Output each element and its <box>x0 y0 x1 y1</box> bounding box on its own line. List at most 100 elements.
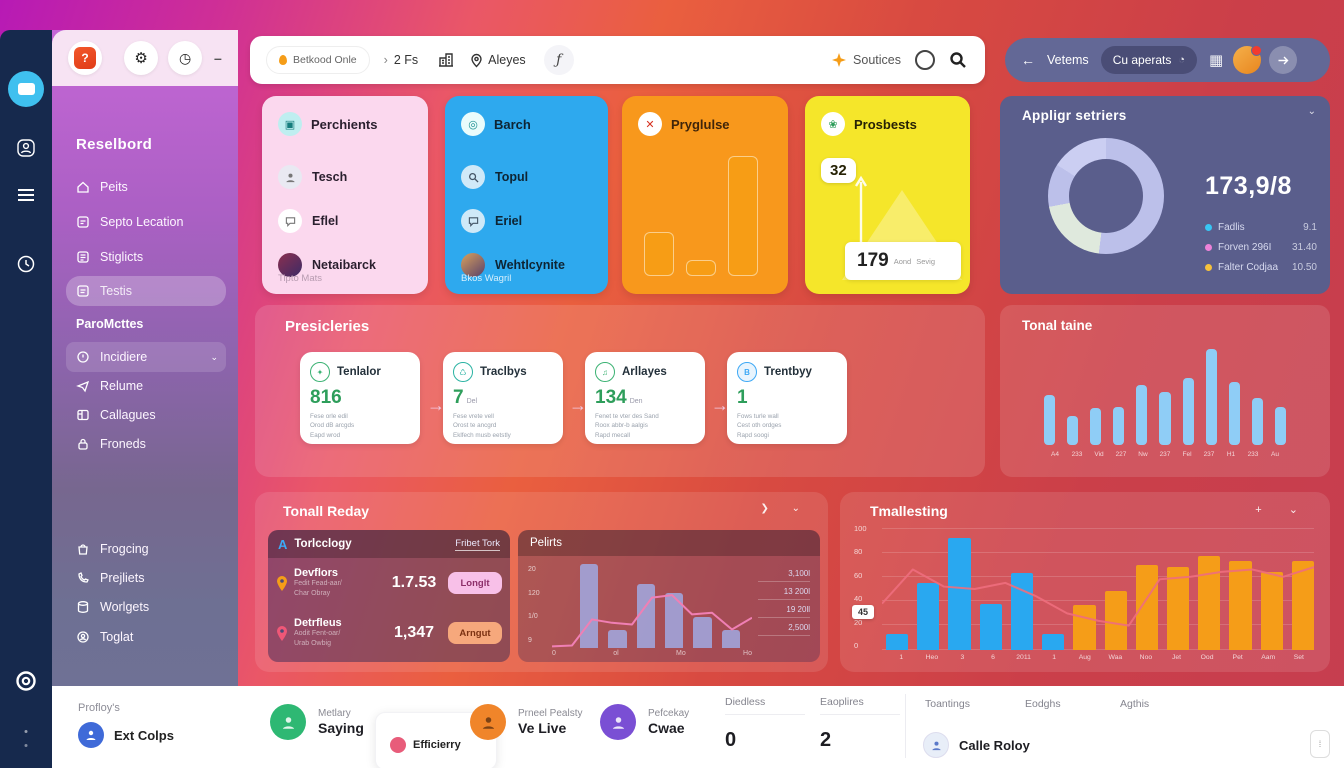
location-selector[interactable]: Aleyes <box>470 53 526 68</box>
sidebar-item-stiglicts[interactable]: Stiglicts <box>66 244 226 270</box>
account-avatar[interactable] <box>1233 45 1263 74</box>
avatar <box>461 253 485 277</box>
search-icon[interactable] <box>949 51 967 69</box>
chevron-down-icon[interactable]: ⌄ <box>1307 106 1316 117</box>
card-footnote: Tipto Mats <box>278 273 322 284</box>
formula-button[interactable]: ƒ <box>543 45 574 75</box>
table-header[interactable]: Eodghs <box>1025 698 1061 710</box>
sidebar-item-frogcing[interactable]: Frogcing <box>66 536 226 562</box>
tonall-reday-panel: Tonall Reday ❯ ⌄ A Torlcclogy Fribet Tor… <box>255 492 828 672</box>
axis-label: Set <box>1293 654 1304 661</box>
profile-arch-icon[interactable] <box>16 138 36 158</box>
person-entry[interactable]: Metlary Saying <box>270 704 364 740</box>
axis-label: 20 <box>528 566 536 573</box>
list-item[interactable]: Tesch <box>278 162 376 192</box>
sources-menu[interactable]: Soutices <box>832 53 901 67</box>
topology-row[interactable]: Devflors Fedit Fead-aar/Char Obray 1.7.53… <box>268 558 510 608</box>
list-item[interactable]: Netaibarck <box>278 250 376 280</box>
bar <box>1042 634 1065 650</box>
current-user[interactable]: Ext Colps <box>78 722 174 748</box>
perchients-card[interactable]: ▣ Perchients Tesch Eflel Netaibarck Tipto… <box>262 96 428 294</box>
top-navigation-bar: Betkood Onle › 2 Fs Aleyes ƒ Soutices <box>250 36 985 84</box>
person-entry[interactable]: Pefcekay Cwae <box>600 704 689 740</box>
stat-card[interactable]: B Trentbyy 1 Fows turle wall Cest oth ordg… <box>727 352 847 444</box>
status-badge[interactable]: Longlt <box>448 572 502 594</box>
send-button[interactable] <box>1269 46 1298 74</box>
user-context-panel: ← Vetems Cu aperats ◔ ▦ <box>1005 38 1330 82</box>
barch-card[interactable]: ◎ Barch Topul Eriel Wehtlcynite Bkos Wagr… <box>445 96 608 294</box>
topology-row[interactable]: Detrfleus Aodit Fent-oar/Urab Owbig 1,347… <box>268 608 510 658</box>
sidebar-item-prejliets[interactable]: Prejliets <box>66 565 226 591</box>
list-item[interactable]: Eriel <box>461 206 565 236</box>
sidebar-item-testis[interactable]: Testis <box>66 276 226 306</box>
prosbests-card[interactable]: ❀ Prosbests 32 179 Aond Sevig <box>805 96 970 294</box>
history-clock-icon[interactable] <box>16 254 36 274</box>
back-arrow-icon[interactable]: ← <box>1021 52 1035 68</box>
x-axis-labels: 0 ol Mo Ho <box>552 650 752 657</box>
fribet-tork-link[interactable]: Fribet Tork <box>455 537 500 551</box>
bar <box>580 564 599 648</box>
list-item[interactable]: Wehtlcynite <box>461 250 565 280</box>
table-header[interactable]: Toantings <box>925 698 970 710</box>
grid-apps-icon[interactable]: ▦ <box>1209 52 1224 69</box>
user-avatar <box>78 722 104 748</box>
chevron-down-icon[interactable]: ⌄ <box>210 351 218 362</box>
bar <box>693 616 712 648</box>
table-row[interactable]: Calle Roloy <box>923 732 1030 758</box>
sidebar-item-peits[interactable]: Peits <box>66 174 226 200</box>
sidebar-item-toglat[interactable]: Toglat <box>66 624 226 650</box>
status-pill[interactable]: Betkood Onle <box>266 46 370 74</box>
bar <box>1166 567 1190 650</box>
list-item[interactable]: Eflel <box>278 206 376 236</box>
axis-label: Waa <box>1108 654 1123 661</box>
stat-card[interactable]: ✦ Tenlalor 816 Fese orle edil Orod dB arcg… <box>300 352 420 444</box>
sidebar-item-relume[interactable]: Relume <box>66 373 226 399</box>
sidebar-item-septo-lecation[interactable]: Septo Lecation <box>66 209 226 235</box>
bar <box>1159 392 1171 445</box>
app-logo-icon[interactable] <box>8 71 44 107</box>
badge-icon: B <box>737 362 757 382</box>
bar <box>1044 395 1056 445</box>
panel-actions[interactable]: + ⌄ <box>1255 504 1310 516</box>
sidebar-item-incidiere[interactable]: Incidiere ⌄ <box>66 342 226 372</box>
list-item[interactable]: Topul <box>461 162 565 192</box>
bar <box>948 537 971 650</box>
phone-icon <box>76 571 90 585</box>
table-header[interactable]: Agthis <box>1120 698 1150 710</box>
settings-button[interactable]: ⚙ <box>124 41 159 75</box>
building-button[interactable] <box>436 50 456 70</box>
axis-label: 9 <box>528 636 532 644</box>
stat-card[interactable]: ♫ Arllayes 134 Den Fenet te vter des Sand R… <box>585 352 705 444</box>
operator-pill[interactable]: Cu aperats ◔ <box>1100 46 1198 74</box>
more-options-button[interactable]: ⁞ <box>1310 730 1330 758</box>
axis-label: 40 <box>854 594 863 604</box>
pryglulse-card[interactable]: ✕ Pryglulse <box>622 96 788 294</box>
panel-nav-icons[interactable]: ❯ ⌄ <box>760 503 810 514</box>
axis-label: 1 <box>899 654 904 661</box>
avatar <box>923 732 949 758</box>
status-circle-icon[interactable] <box>915 50 935 70</box>
x-axis-labels: 1 Heo 3 6 2011 1 Aug Waa Noo Jet Ood Pet Aam Set <box>886 654 1314 661</box>
status-badge[interactable]: Arngut <box>448 622 502 644</box>
total-value: 173,9/8 <box>1205 172 1292 200</box>
timer-button[interactable]: ◷ <box>168 41 203 75</box>
bar <box>686 260 716 276</box>
legend-item: Falter Codjaa 10.50 <box>1205 262 1317 273</box>
sidebar-item-worlgets[interactable]: Worlgets <box>66 594 226 620</box>
person-entry[interactable]: Prneel Pealsty Ve Live <box>470 704 582 740</box>
stat-card[interactable]: ♺ Traclbys 7 Del Fese vrete vell Orost te a… <box>443 352 563 444</box>
record-target-icon[interactable] <box>15 670 37 692</box>
bar <box>1260 571 1283 650</box>
line-series <box>882 528 1314 650</box>
menu-hamburger-icon[interactable] <box>17 188 35 202</box>
sidebar-item-froneds[interactable]: Froneds <box>66 431 226 457</box>
axis-label: Nw <box>1138 451 1148 458</box>
breadcrumb[interactable]: › 2 Fs <box>383 53 419 67</box>
target-icon: ◎ <box>461 112 485 136</box>
bar <box>1205 349 1217 445</box>
axis-label: 6 <box>991 654 995 661</box>
collapse-minus-icon[interactable]: – <box>214 50 222 66</box>
app-launcher-button[interactable]: ? <box>68 41 102 75</box>
sidebar-item-callagues[interactable]: Callagues <box>66 402 226 428</box>
team-icon: ▣ <box>278 112 302 136</box>
